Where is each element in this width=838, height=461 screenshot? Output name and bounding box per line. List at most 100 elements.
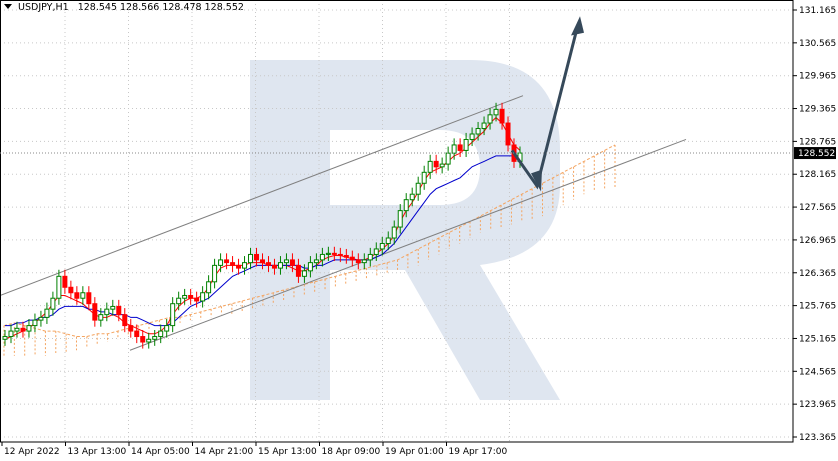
y-tick-label: 131.165 (799, 6, 836, 16)
candle-body (230, 262, 236, 266)
x-tick-label: 18 Apr 09:00 (322, 447, 381, 457)
candle-body (236, 264, 242, 269)
y-tick-label: 128.765 (799, 137, 836, 147)
candle-body (283, 259, 289, 264)
candle-body (2, 336, 8, 340)
candle-body (379, 242, 385, 250)
watermark-logo (250, 60, 560, 400)
y-tick-label: 129.365 (799, 105, 836, 115)
candle-body (56, 275, 62, 299)
candle-body (176, 297, 182, 305)
candle-body (170, 303, 176, 327)
candle-body (38, 316, 44, 321)
candle-body (313, 259, 319, 264)
channel-lower-line (129, 139, 687, 351)
x-tick-label: 12 Apr 2022 (4, 447, 60, 457)
x-tick-label: 13 Apr 13:00 (68, 447, 127, 457)
candle-body (505, 122, 511, 146)
forecast-path (510, 24, 580, 190)
candle-body (86, 292, 92, 305)
candle-body (50, 297, 56, 310)
candle-body (451, 144, 457, 154)
candle-body (20, 327, 26, 332)
candle-body (457, 144, 463, 151)
candles (2, 102, 523, 349)
y-tick-label: 125.765 (799, 302, 836, 312)
candle-body (271, 264, 277, 269)
candle-body (44, 308, 50, 318)
candle-body (433, 160, 439, 168)
candle-body (493, 108, 499, 116)
candle-body (248, 253, 254, 264)
candle-body (206, 281, 212, 294)
x-tick-label: 15 Apr 13:00 (258, 447, 317, 457)
candle-body (260, 259, 265, 264)
current-price-label: 128.552 (798, 149, 835, 159)
candle-body (427, 160, 433, 173)
candle-body (254, 253, 260, 261)
span-a-line (3, 144, 616, 337)
candle-body (62, 275, 68, 288)
trend-channel (0, 95, 687, 351)
x-tick-label: 14 Apr 05:00 (131, 447, 190, 457)
candle-body (403, 199, 409, 212)
candle-body (116, 305, 122, 316)
candle-body (140, 336, 146, 343)
x-tick-label: 19 Apr 17:00 (449, 447, 508, 457)
candle-body (361, 259, 367, 264)
candle-body (349, 256, 355, 261)
candle-body (68, 286, 74, 294)
candle-body (307, 262, 313, 272)
candle-body (188, 294, 194, 299)
y-tick-label: 127.565 (799, 203, 836, 213)
y-tick-label: 124.565 (799, 367, 836, 377)
arrowhead-down-icon (531, 169, 542, 192)
candle-body (158, 330, 164, 338)
candle-body (74, 292, 80, 299)
ohlc-values: 128.545 128.566 128.478 128.552 (77, 2, 244, 13)
candle-body (104, 308, 110, 316)
candle-body (391, 226, 397, 239)
y-tick-label: 130.565 (799, 39, 836, 49)
candle-body (200, 292, 206, 302)
candle-body (325, 252, 331, 255)
collapse-triangle-icon[interactable] (4, 4, 12, 9)
y-tick-label: 126.965 (799, 236, 836, 246)
candle-body (331, 252, 337, 255)
candle-body (110, 305, 116, 310)
candle-body (469, 133, 475, 140)
candle-body (128, 325, 134, 332)
grid (0, 0, 793, 442)
candle-body (152, 336, 158, 340)
candle-body (80, 292, 86, 299)
candle-body (319, 253, 325, 261)
candle-body (295, 264, 301, 277)
candle-body (32, 319, 38, 327)
current-price-badge (794, 147, 836, 160)
candle-body (487, 114, 493, 124)
x-tick-label: 14 Apr 21:00 (195, 447, 254, 457)
symbol-label: USDJPY,H1 (18, 2, 69, 13)
y-tick-label: 129.965 (799, 72, 836, 82)
candle-body (481, 122, 487, 130)
candle-body (146, 338, 152, 343)
y-tick-label: 128.165 (799, 170, 836, 180)
candle-body (343, 255, 349, 258)
candle-body (218, 259, 224, 266)
channel-upper-line (0, 95, 524, 296)
candle-body (397, 210, 403, 228)
forecast-arrows (510, 16, 584, 192)
candle-body (92, 303, 98, 321)
candle-body (8, 330, 14, 338)
candle-body (445, 152, 451, 165)
candle-body (385, 237, 391, 244)
chart-header: USDJPY,H1 128.545 128.566 128.478 128.55… (4, 2, 244, 13)
candle-body (301, 270, 307, 277)
candle-body (289, 259, 295, 266)
candle-body (355, 259, 361, 264)
y-tick-label: 123.965 (799, 400, 836, 410)
candle-body (499, 108, 505, 124)
candle-body (415, 182, 421, 195)
